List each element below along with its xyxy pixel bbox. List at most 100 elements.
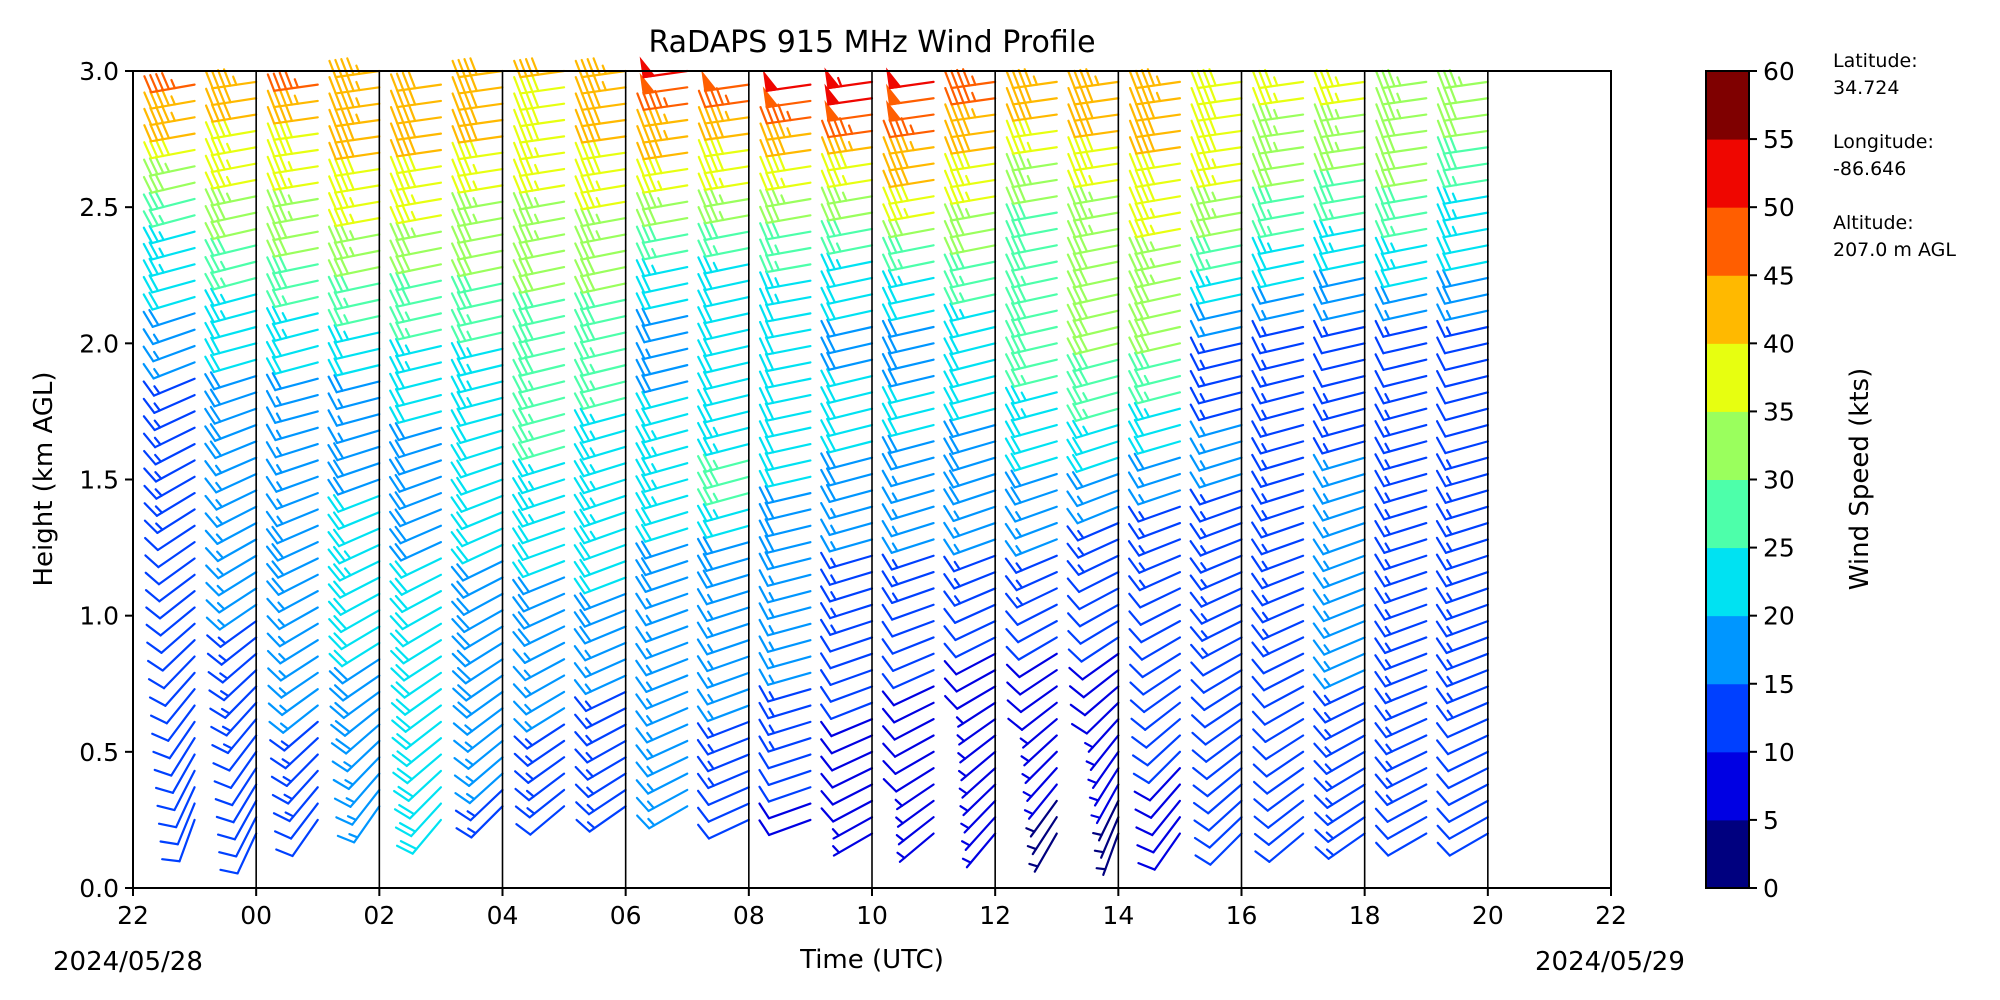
barb-full-feather — [825, 467, 837, 485]
barb-full-feather — [765, 121, 774, 141]
barb-full-feather — [696, 671, 709, 689]
wind-barb — [1189, 386, 1243, 405]
barb-shaft — [1447, 750, 1489, 773]
barb-full-feather — [641, 390, 652, 409]
barb-full-feather — [394, 456, 407, 474]
wind-barb — [1313, 85, 1366, 106]
barb-shaft — [457, 167, 504, 177]
barb-full-feather — [456, 340, 467, 359]
barb-shaft — [587, 788, 627, 816]
barb-full-feather — [149, 90, 159, 109]
wind-barb — [1189, 587, 1243, 608]
barb-full-feather — [329, 687, 345, 702]
barb-shaft — [1258, 293, 1305, 305]
barb-full-feather — [333, 191, 343, 210]
wind-barb — [573, 575, 627, 595]
barb-full-feather — [271, 543, 285, 560]
barb-full-feather — [457, 124, 466, 143]
barb-full-feather — [1133, 385, 1145, 403]
wind-barb — [390, 639, 443, 665]
wind-barb — [881, 318, 935, 338]
barb-full-feather — [1005, 253, 1015, 272]
barb-shaft — [1443, 227, 1489, 239]
barb-full-feather — [395, 844, 414, 855]
barb-half-feather — [1384, 509, 1391, 519]
barb-full-feather — [820, 551, 831, 570]
barb-full-feather — [820, 703, 833, 720]
barb-shaft — [1321, 440, 1366, 455]
barb-full-feather — [956, 68, 965, 88]
wind-barb — [635, 374, 689, 394]
barb-full-feather — [1010, 318, 1021, 337]
barb-half-feather — [1390, 259, 1397, 270]
wind-barb — [265, 458, 319, 476]
barb-full-feather — [1196, 86, 1205, 105]
barb-full-feather — [1011, 168, 1021, 188]
wind-barb — [881, 351, 935, 371]
barb-shaft — [277, 573, 319, 596]
barb-shaft — [890, 489, 935, 504]
barb-half-feather — [1026, 845, 1038, 851]
barb-full-feather — [702, 420, 714, 439]
barb-shaft — [396, 165, 443, 175]
barb-full-feather — [148, 208, 159, 227]
barb-shaft — [396, 230, 443, 241]
barb-full-feather — [1319, 69, 1329, 89]
barb-half-feather — [1026, 158, 1033, 169]
barb-full-feather — [948, 469, 961, 487]
barb-full-feather — [451, 600, 465, 616]
barb-full-feather — [887, 434, 898, 453]
barb-full-feather — [157, 822, 178, 829]
barb-full-feather — [456, 615, 471, 631]
barb-shaft — [399, 541, 443, 562]
barb-full-feather — [635, 375, 646, 394]
barb-shaft — [1320, 276, 1366, 289]
barb-shaft — [1383, 587, 1428, 605]
barb-shaft — [890, 554, 935, 571]
barb-shaft — [1259, 472, 1305, 488]
barb-shaft — [1012, 260, 1058, 272]
barb-full-feather — [160, 137, 171, 156]
barb-full-feather — [1436, 303, 1446, 322]
barb-full-feather — [1381, 118, 1390, 138]
barb-shaft — [766, 459, 812, 472]
wind-barb — [1128, 117, 1182, 139]
barb-full-feather — [573, 426, 585, 444]
wind-barb — [1252, 767, 1305, 795]
barb-half-feather — [343, 297, 350, 308]
x-tick-label: 00 — [240, 901, 272, 930]
barb-full-feather — [641, 174, 651, 193]
wind-barb — [1251, 403, 1305, 422]
wind-barb — [636, 139, 689, 161]
barb-full-feather — [642, 157, 651, 177]
wind-barb — [885, 67, 935, 90]
barb-full-feather — [715, 136, 725, 155]
wind-barb — [573, 558, 627, 578]
wind-barb — [696, 769, 750, 790]
barb-full-feather — [1128, 253, 1138, 272]
wind-barb — [1375, 68, 1428, 90]
barb-full-feather — [943, 253, 954, 272]
barb-shaft — [1074, 342, 1120, 356]
barb-half-feather — [1143, 374, 1150, 385]
barb-full-feather — [887, 285, 898, 304]
wind-barb — [450, 511, 504, 531]
barb-shaft — [1197, 211, 1243, 222]
barb-half-feather — [1322, 510, 1330, 520]
barb-full-feather — [401, 137, 411, 156]
barb-full-feather — [1067, 629, 1082, 645]
barb-full-feather — [389, 289, 400, 308]
barb-shaft — [1197, 309, 1243, 322]
wind-barb — [1251, 167, 1305, 189]
barb-full-feather — [820, 253, 830, 272]
barb-full-feather — [758, 337, 769, 356]
barb-shaft — [1197, 358, 1243, 372]
barb-full-feather — [635, 779, 650, 795]
barb-half-feather — [1205, 275, 1212, 286]
barb-half-feather — [1138, 545, 1146, 555]
wind-barb — [1251, 554, 1305, 573]
wind-barb — [696, 786, 750, 806]
barb-full-feather — [654, 122, 663, 142]
barb-full-feather — [1435, 687, 1449, 705]
barb-full-feather — [573, 477, 585, 495]
